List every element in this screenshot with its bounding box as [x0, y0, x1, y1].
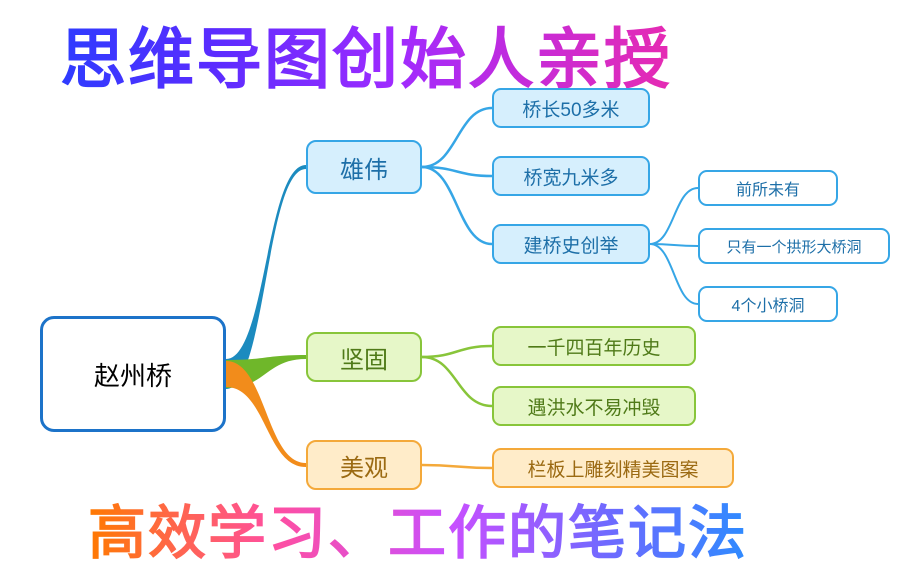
node-b1c1: 前所未有 — [698, 170, 838, 206]
node-b1c: 建桥史创举 — [492, 224, 650, 264]
node-b2b: 遇洪水不易冲毁 — [492, 386, 696, 426]
node-b1b: 桥宽九米多 — [492, 156, 650, 196]
node-root: 赵州桥 — [40, 316, 226, 432]
node-b2a: 一千四百年历史 — [492, 326, 696, 366]
node-b3: 美观 — [306, 440, 422, 490]
node-b1c3: 4个小桥洞 — [698, 286, 838, 322]
node-b3a: 栏板上雕刻精美图案 — [492, 448, 734, 488]
node-b1a: 桥长50多米 — [492, 88, 650, 128]
node-b2: 坚固 — [306, 332, 422, 382]
node-b1: 雄伟 — [306, 140, 422, 194]
headline-bottom: 高效学习、工作的笔记法 — [88, 486, 748, 564]
mindmap-diagram: { "canvas": { "width": 900, "height": 56… — [0, 0, 900, 564]
node-b1c2: 只有一个拱形大桥洞 — [698, 228, 890, 264]
